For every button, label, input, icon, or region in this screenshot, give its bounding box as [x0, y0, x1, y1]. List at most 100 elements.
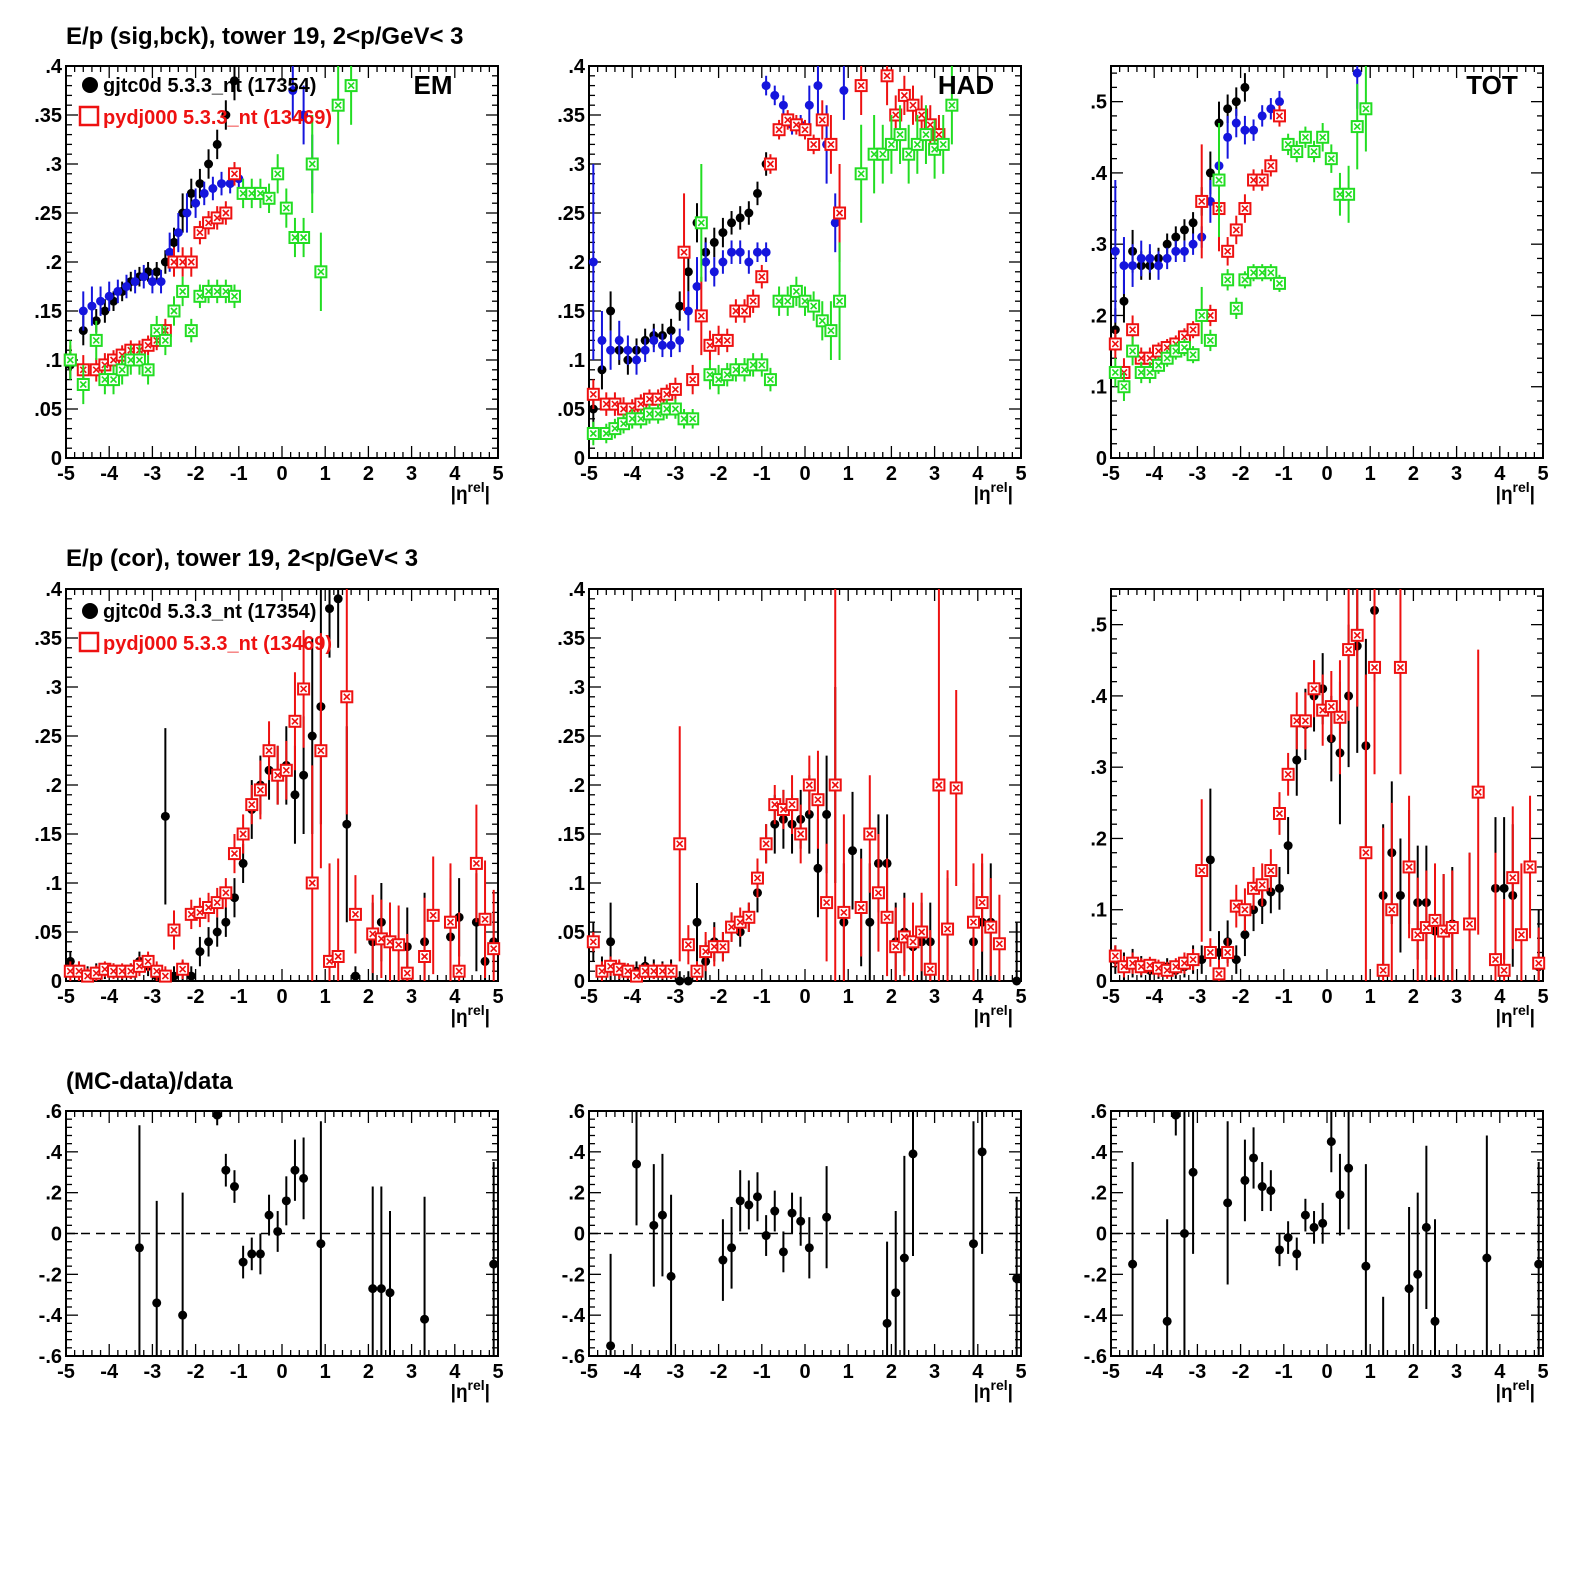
row2-title: E/p (cor), tower 19, 2<p/GeV< 3 [66, 545, 418, 572]
data-point [1523, 860, 1537, 874]
y-tick-label: .05 [34, 922, 62, 944]
marker-cross [771, 801, 779, 809]
data-point [1249, 125, 1259, 135]
marker-cross [282, 766, 290, 774]
data-point [1316, 130, 1330, 144]
marker-cross [481, 915, 489, 923]
data-point [221, 917, 231, 927]
x-tick-label: 0 [1321, 1361, 1332, 1383]
data-point [1154, 261, 1164, 271]
data-point [212, 1110, 222, 1120]
data-point [1290, 714, 1304, 728]
marker-cross [127, 967, 135, 975]
marker-cross [239, 830, 247, 838]
x-tick-label: -5 [580, 1361, 598, 1383]
marker-cross [995, 940, 1003, 948]
data-point [1171, 232, 1181, 242]
data-point [78, 306, 88, 316]
data-point [781, 294, 795, 308]
x-tick-label: 3 [406, 463, 417, 485]
data-point [1335, 1190, 1345, 1200]
data-point [1162, 1316, 1172, 1326]
data-point [752, 247, 762, 257]
marker-cross [300, 233, 308, 242]
data-point [385, 1288, 395, 1298]
data-point [1292, 1249, 1302, 1259]
y-tick-label: .25 [557, 726, 585, 748]
y-tick-label: 0 [51, 448, 62, 470]
marker-cross [926, 121, 934, 129]
data-point [882, 1318, 892, 1328]
data-point [893, 128, 907, 142]
marker-cross [896, 131, 904, 139]
data-point [1272, 276, 1286, 290]
marker-cross [308, 160, 316, 168]
marker-cross [179, 258, 187, 266]
marker-cross [1431, 916, 1439, 924]
x-tick-label: 2 [363, 986, 374, 1008]
data-point [1514, 928, 1528, 942]
data-point [169, 237, 179, 247]
marker-cross [282, 204, 290, 212]
data-point [1318, 1218, 1328, 1228]
data-point [1126, 344, 1140, 358]
y-tick-label: .2 [568, 775, 585, 797]
marker-cross [1154, 361, 1163, 369]
x-tick-label: -2 [187, 463, 205, 485]
data-point [1162, 239, 1172, 249]
marker-cross [1137, 963, 1145, 971]
marker-cross [615, 965, 623, 973]
data-point [1255, 878, 1269, 892]
marker-cross [325, 957, 334, 965]
data-point [716, 940, 730, 954]
x-tick-label: 1 [1365, 463, 1376, 485]
data-point [915, 108, 929, 122]
data-point [1238, 202, 1252, 216]
marker-cross [265, 747, 273, 755]
y-tick-label: 0 [1096, 448, 1107, 470]
marker-cross [598, 967, 606, 975]
data-point [1119, 296, 1129, 306]
data-point [1324, 152, 1338, 166]
x-tick-label: -1 [1275, 463, 1293, 485]
marker-cross [1232, 902, 1240, 910]
marker-cross [935, 781, 943, 789]
marker-cross [1293, 147, 1301, 156]
tot-ratio-panel: -5 -4 -3 -2 -1 0 1 2 3 4 5 -.6 -.4 -.2 0 .2 .4 .6 |ηrel| [1084, 1101, 1549, 1403]
marker-cross [883, 913, 891, 921]
marker-cross [611, 400, 619, 408]
marker-cross [905, 150, 913, 158]
y-tick-label: .2 [1090, 828, 1107, 850]
x-tick-label: 2 [1408, 1361, 1419, 1383]
data-point [1231, 97, 1241, 107]
data-point [649, 335, 659, 345]
data-point [1264, 159, 1278, 173]
data-point [752, 1192, 762, 1202]
data-point [822, 1212, 832, 1222]
data-point [1309, 1222, 1319, 1232]
marker-cross [900, 933, 908, 941]
x-tick-label: -2 [187, 1361, 205, 1383]
data-point [1195, 864, 1209, 878]
data-point [1188, 218, 1198, 228]
data-point [1352, 68, 1362, 78]
marker-cross [256, 786, 264, 794]
x-tick-label: -4 [100, 986, 119, 1008]
x-tick-label: 1 [320, 1361, 331, 1383]
data-point [1421, 1222, 1431, 1232]
data-point [1223, 104, 1233, 114]
x-tick-label: 3 [1451, 1361, 1462, 1383]
data-point [176, 284, 190, 298]
marker-cross [334, 952, 342, 961]
marker-cross [715, 336, 723, 344]
y-tick-label: -.2 [39, 1264, 62, 1286]
data-point [1324, 700, 1338, 714]
data-point [755, 270, 769, 284]
marker-cross [758, 273, 766, 281]
data-point [165, 247, 175, 257]
x-tick-label: 5 [1015, 986, 1026, 1008]
marker-cross [689, 415, 697, 423]
data-point [1188, 1167, 1198, 1177]
data-point [89, 333, 103, 347]
data-point [813, 863, 823, 873]
